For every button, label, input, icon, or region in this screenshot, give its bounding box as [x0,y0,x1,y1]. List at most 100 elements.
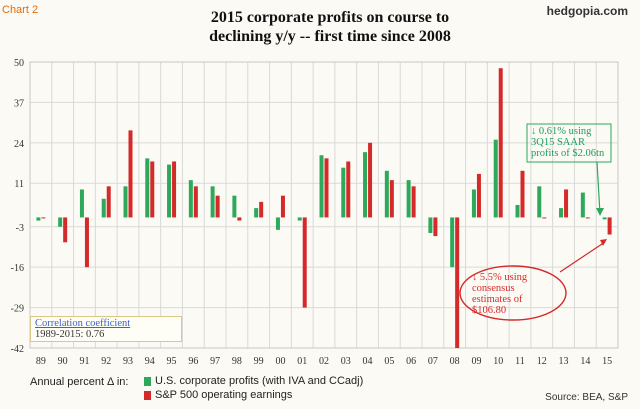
bar-sp500-earnings-15 [607,217,612,235]
bar-corporate-profits-02 [319,155,324,218]
bar-sp500-earnings-10 [498,68,503,218]
source-note: Source: BEA, S&P [545,392,628,403]
green-annotation: ↓ 0.61% using 3Q15 SAAR profits of $2.06… [531,126,605,159]
red-note-ellipse [459,265,567,321]
x-tick-label: 96 [188,356,198,367]
bar-corporate-profits-12 [537,186,542,218]
chart-title-line-2: declining y/y -- first time since 2008 [209,28,451,45]
green-note-arrow [596,161,601,215]
bar-corporate-profits-10 [493,139,498,218]
bar-sp500-earnings-96 [193,186,198,218]
chart-tag: Chart 2 [2,4,39,16]
x-tick-label: 02 [319,356,329,367]
bar-corporate-profits-14 [580,192,585,218]
bar-sp500-earnings-11 [520,170,525,218]
bar-sp500-earnings-03 [346,161,351,218]
x-tick-label: 91 [79,356,89,367]
x-tick-label: 94 [145,356,155,367]
legend-swatch-green [144,376,151,386]
grid-layer [29,61,619,349]
y-tick-label: 37 [14,98,24,109]
bar-sp500-earnings-99 [259,201,264,218]
y-tick-label: -3 [16,223,24,234]
y-tick-label: -16 [11,263,24,274]
bar-corporate-profits-94 [145,158,150,218]
bar-corporate-profits-97 [210,186,215,218]
bar-sp500-earnings-08 [455,217,460,348]
brand-watermark: hedgopia.com [546,4,628,18]
y-tick-layer: 50 37 24 11 -3 -16 -29 -42 [11,58,24,355]
bar-corporate-profits-06 [406,180,411,218]
x-tick-label: 10 [493,356,503,367]
x-tick-label: 90 [58,356,68,367]
y-tick-label: -29 [11,304,24,315]
chart-title-line-1: 2015 corporate profits on course to [210,9,450,26]
bar-corporate-profits-90 [58,217,63,227]
bar-corporate-profits-91 [79,189,84,218]
bar-corporate-profits-99 [254,208,259,218]
bar-sp500-earnings-09 [476,173,481,218]
annotation-layer [459,123,612,321]
bar-corporate-profits-11 [515,205,520,218]
bar-sp500-earnings-06 [411,186,416,218]
bar-sp500-earnings-12 [542,217,547,219]
x-tick-label: 05 [384,356,394,367]
bar-sp500-earnings-93 [128,130,133,218]
bar-corporate-profits-00 [275,217,280,230]
bar-sp500-earnings-14 [585,217,590,219]
bar-corporate-profits-15 [602,217,607,220]
bar-corporate-profits-89 [36,217,41,221]
bar-corporate-profits-03 [341,167,346,218]
bar-sp500-earnings-90 [63,217,68,243]
bar-sp500-earnings-00 [280,195,285,218]
bar-corporate-profits-96 [188,180,193,218]
bar-sp500-earnings-04 [368,142,373,218]
x-tick-label: 13 [559,356,569,367]
x-tick-label: 93 [123,356,133,367]
chart-title: 2015 corporate profits on course to decl… [140,8,520,46]
correlation-value: 1989-2015: 0.76 [35,329,105,340]
red-arrow-head [600,239,607,246]
x-tick-label: 89 [36,356,46,367]
bar-corporate-profits-13 [559,208,564,218]
y-tick-label: 11 [14,179,24,190]
x-tick-label: 06 [406,356,416,367]
bar-sp500-earnings-07 [433,217,438,237]
y-tick-label: 50 [14,58,24,69]
bar-sp500-earnings-95 [172,161,177,218]
bar-corporate-profits-92 [101,198,106,218]
bar-sp500-earnings-02 [324,158,329,218]
bar-corporate-profits-93 [123,186,128,218]
x-tick-label: 14 [580,356,590,367]
x-tick-label: 00 [275,356,285,367]
bar-corporate-profits-05 [384,170,389,218]
x-tick-label: 04 [363,356,373,367]
red-annotation: ↓ 5.5% using consensus estimates of $106… [472,272,528,316]
bar-sp500-earnings-94 [150,161,155,218]
bar-corporate-profits-07 [428,217,433,233]
bar-sp500-earnings-13 [564,189,569,218]
correlation-box: Correlation coefficient 1989-2015: 0.76 [30,316,182,342]
bar-sp500-earnings-89 [41,217,46,219]
bars-layer [36,68,612,348]
bar-sp500-earnings-98 [237,217,242,221]
x-tick-label: 98 [232,356,242,367]
x-tick-label: 07 [428,356,438,367]
x-tick-label: 09 [471,356,481,367]
bar-corporate-profits-95 [167,164,172,218]
bar-corporate-profits-01 [297,217,302,221]
x-tick-label: 15 [602,356,612,367]
bar-sp500-earnings-05 [389,180,394,218]
x-tick-label: 12 [537,356,547,367]
bar-sp500-earnings-01 [302,217,307,308]
x-tick-label: 99 [254,356,264,367]
y-tick-label: 24 [14,139,24,150]
bar-corporate-profits-09 [471,189,476,218]
y-tick-label: -42 [11,344,24,355]
legend-item-corporate-profits: U.S. corporate profits (with IVA and CCa… [144,374,363,388]
bar-corporate-profits-04 [363,152,368,218]
green-arrow-head [596,208,604,216]
bar-corporate-profits-98 [232,195,237,218]
